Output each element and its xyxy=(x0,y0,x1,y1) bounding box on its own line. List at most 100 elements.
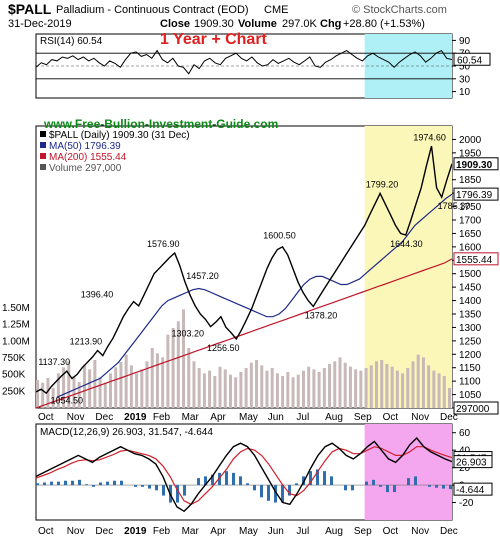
volume-bar xyxy=(385,364,389,408)
volume-bar xyxy=(67,361,71,408)
volume-bar xyxy=(406,368,410,408)
macd-tick: 20 xyxy=(459,463,471,474)
macd-x-label: Mar xyxy=(182,526,200,537)
macd-histogram-bar xyxy=(351,485,354,491)
volume-bar xyxy=(114,367,118,408)
price-annotation: 1256.50 xyxy=(207,343,240,353)
legend-swatch xyxy=(40,153,46,159)
ma200-line xyxy=(35,258,453,409)
volume-bar xyxy=(359,370,363,408)
price-value-tag-box xyxy=(453,401,499,415)
exchange-label: CME xyxy=(264,4,288,16)
macd-x-label: Oct xyxy=(383,526,399,537)
macd-histogram-bar xyxy=(323,471,326,486)
price-tick: 1850 xyxy=(459,175,482,186)
legend-swatch xyxy=(40,131,46,137)
price-tick: 1150 xyxy=(459,363,481,374)
price-annotation: 1213.90 xyxy=(70,337,103,347)
macd-histogram-bar xyxy=(428,485,431,487)
volume-bar xyxy=(427,365,431,408)
macd-histogram-bar xyxy=(344,485,347,491)
volume-bar xyxy=(265,370,269,408)
price-annotation: 1137.30 xyxy=(38,357,70,367)
macd-histogram-bar xyxy=(302,476,305,486)
volume-value: 297.0K xyxy=(282,18,318,30)
price-x-label: Jun xyxy=(268,412,284,423)
rsi-tick: 90 xyxy=(459,36,471,47)
volume-bar xyxy=(234,377,238,408)
close-value: 1909.30 xyxy=(194,18,234,30)
price-annotation: 1576.90 xyxy=(147,239,180,249)
price-annotation: 1303.20 xyxy=(171,329,204,339)
macd-histogram-bar xyxy=(50,481,53,486)
volume-bar xyxy=(176,321,180,408)
volume-bar xyxy=(364,368,368,408)
volume-bar xyxy=(374,361,378,408)
volume-bar xyxy=(150,348,154,408)
macd-x-label: May xyxy=(239,526,258,537)
macd-histogram-bar xyxy=(197,478,200,486)
macd-value-tag: 26.903 xyxy=(456,458,487,469)
macd-tick: 60 xyxy=(459,428,471,439)
macd-histogram-bar xyxy=(372,479,375,486)
macd-histogram-bar xyxy=(330,476,333,486)
volume-bar xyxy=(296,374,300,408)
price-annotation: 1054.50 xyxy=(50,395,83,405)
volume-bar xyxy=(161,357,165,408)
volume-bar xyxy=(218,366,222,408)
macd-histogram-bar xyxy=(99,482,102,486)
volume-bar xyxy=(255,360,259,408)
price-tick: 2000 xyxy=(459,135,482,146)
macd-histogram-bar xyxy=(379,485,382,487)
price-tick: 1100 xyxy=(459,377,481,388)
price-x-label: Jul xyxy=(296,412,309,423)
macd-histogram-bar xyxy=(148,485,151,489)
price-value-tag-box xyxy=(453,187,499,201)
price-annotation: 1378.20 xyxy=(305,310,338,320)
macd-histogram-bar xyxy=(253,485,256,491)
price-value-tag-box xyxy=(453,252,499,266)
macd-histogram-bar xyxy=(120,480,123,486)
volume-bar xyxy=(380,360,384,408)
macd-histogram-bar xyxy=(260,485,263,498)
volume-bar xyxy=(333,361,337,408)
volume-bar xyxy=(82,364,86,408)
chart-date: 31-Dec-2019 xyxy=(8,18,72,30)
macd-histogram-bar xyxy=(435,485,438,488)
volume-bar xyxy=(395,370,399,408)
price-panel: 1.50M 1.25M 1.00M 750K 500K 250K 2000 1950 1850 1… xyxy=(2,125,499,415)
macd-histogram-bar xyxy=(365,481,368,486)
volume-bar xyxy=(239,372,243,408)
chg-label: Chg xyxy=(320,18,341,30)
macd-histogram-bar xyxy=(309,471,312,486)
price-annotation: 1600.50 xyxy=(263,231,296,241)
volume-tick: 1.00M xyxy=(2,336,30,347)
price-legend-entry: MA(200) 1555.44 xyxy=(49,152,127,163)
macd-histogram-bar xyxy=(218,472,221,486)
price-tick: 1750 xyxy=(459,202,482,213)
price-value-tag: 1909.30 xyxy=(456,160,493,171)
price-tick: 1600 xyxy=(459,242,482,253)
volume-bar xyxy=(281,376,285,408)
rsi-tick: 50 xyxy=(459,62,471,73)
price-x-label: Aug xyxy=(325,412,343,423)
rsi-tick: 30 xyxy=(459,74,471,85)
volume-bar xyxy=(192,361,196,408)
volume-bar xyxy=(213,376,217,408)
price-highlight xyxy=(364,126,452,408)
rsi-value-tag-box xyxy=(453,52,491,66)
macd-histogram-bar xyxy=(92,485,95,487)
volume-bar xyxy=(93,360,97,408)
volume-bar xyxy=(442,376,446,408)
copyright-label: © StockCharts.com xyxy=(352,4,447,16)
volume-bar xyxy=(140,369,144,408)
price-annotation: 1974.60 xyxy=(413,132,446,142)
price-tick: 1350 xyxy=(459,310,482,321)
volume-bar xyxy=(228,374,232,408)
price-annotation: 1457.20 xyxy=(186,271,219,281)
volume-bar xyxy=(260,365,264,408)
volume-bar xyxy=(448,388,451,408)
price-x-label: 2019 xyxy=(124,412,147,423)
